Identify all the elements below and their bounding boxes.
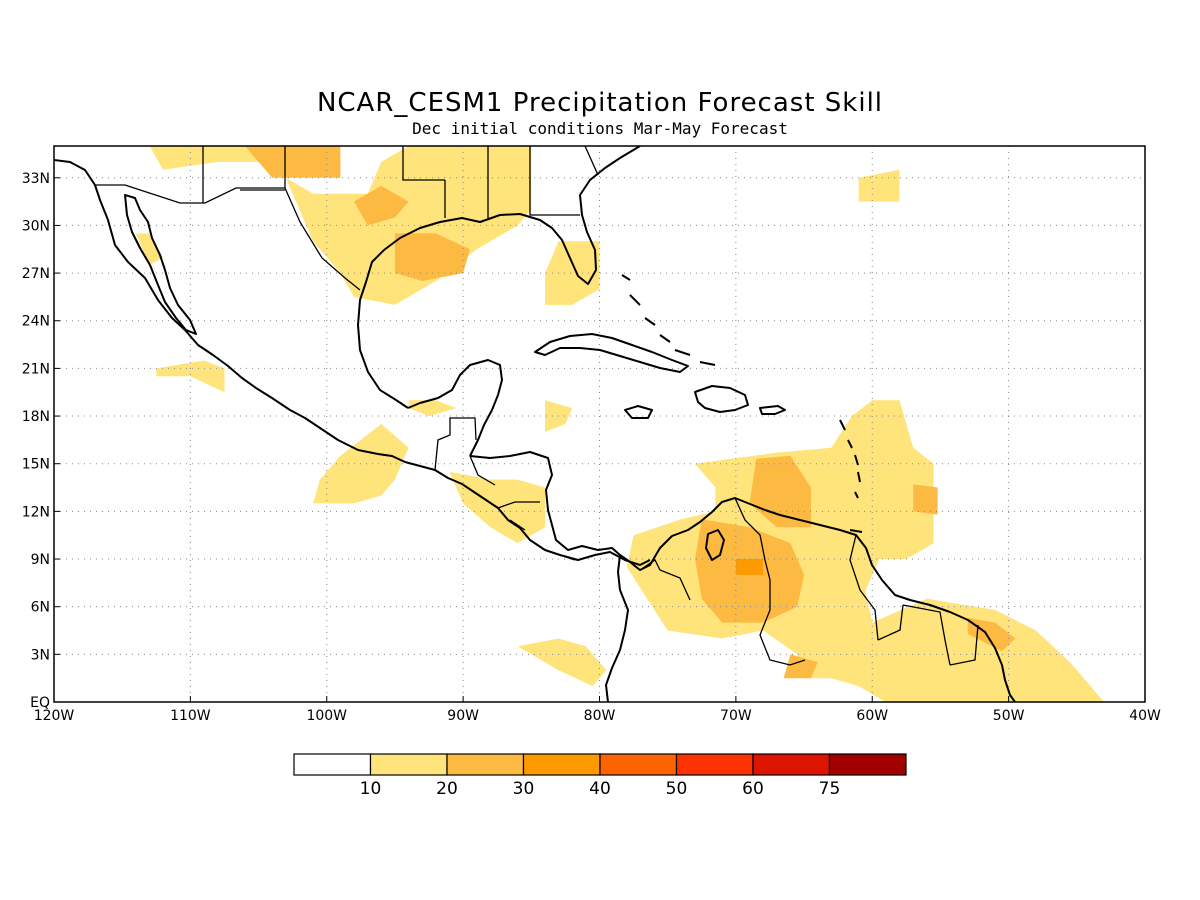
- x-tick-label: 50W: [993, 708, 1025, 724]
- colorbar-swatch: [522, 753, 601, 776]
- border-us-states: [202, 146, 599, 218]
- skill-region-level-1: [156, 360, 225, 393]
- y-tick-label: EQ: [30, 695, 50, 711]
- y-tick-label: 21N: [22, 361, 50, 377]
- skill-shading-layer: [135, 146, 1105, 702]
- colorbar: 10 20 30 40 50 60 75: [293, 753, 907, 799]
- y-tick-label: 6N: [31, 600, 50, 616]
- plot-area: [54, 146, 1145, 702]
- skill-region-level-2: [394, 233, 470, 281]
- x-tick-label: 60W: [856, 708, 888, 724]
- colorbar-swatch: [599, 753, 678, 776]
- chart-subtitle: Dec initial conditions Mar-May Forecast: [412, 119, 788, 138]
- colorbar-label: 75: [819, 779, 841, 799]
- colorbar-label: 40: [589, 779, 611, 799]
- coastline-caribbean-central-america: [469, 451, 621, 556]
- skill-region-level-2: [783, 654, 818, 679]
- y-tick-label: 12N: [22, 504, 50, 520]
- skill-region-level-1: [408, 400, 457, 417]
- colorbar-swatch: [828, 753, 907, 776]
- colorbar-label: 30: [513, 779, 535, 799]
- coastline-baja-california: [124, 194, 197, 335]
- skill-region-level-1: [135, 233, 164, 266]
- x-tick-label: 90W: [447, 708, 479, 724]
- x-tick-label: 100W: [306, 708, 347, 724]
- x-tick-label: 80W: [584, 708, 616, 724]
- colorbar-label: 10: [360, 779, 382, 799]
- skill-region-level-1: [517, 638, 607, 687]
- y-tick-label: 18N: [22, 409, 50, 425]
- x-tick-label: 40W: [1129, 708, 1161, 724]
- y-tick-label: 15N: [22, 457, 50, 473]
- coastline-gulf-of-mexico: [357, 146, 641, 409]
- coastline-jamaica: [624, 405, 653, 419]
- skill-region-level-1: [545, 241, 600, 305]
- y-tick-label: 33N: [22, 171, 50, 187]
- coastline-north-america: [54, 159, 651, 566]
- border-central-america: [434, 417, 576, 561]
- skill-region-level-3: [735, 559, 764, 575]
- colorbar-label: 60: [742, 779, 764, 799]
- skill-region-level-2: [913, 484, 938, 515]
- coastline-lake-maracaibo: [705, 529, 725, 561]
- skill-region-level-1: [858, 169, 900, 202]
- coastline-bahamas: [621, 274, 716, 366]
- skill-region-level-2: [967, 617, 1016, 652]
- y-tick-label: 3N: [31, 647, 50, 663]
- coastline-lesser-antilles: [839, 419, 863, 533]
- skill-region-level-2: [354, 185, 409, 226]
- coastline-yucatan: [407, 359, 503, 457]
- colorbar-swatch: [369, 753, 448, 776]
- colorbar-swatch: [752, 753, 831, 776]
- colorbar-swatch: [293, 753, 372, 776]
- coastline-hispaniola: [694, 385, 749, 413]
- x-tick-label: 120W: [34, 708, 75, 724]
- colorbar-swatch: [675, 753, 754, 776]
- coastline-cuba: [534, 333, 689, 373]
- coastlines: [54, 146, 1016, 702]
- colorbar-label: 20: [436, 779, 458, 799]
- y-tick-label: 30N: [22, 218, 50, 234]
- border-south-america: [639, 497, 979, 666]
- colorbar-label: 50: [666, 779, 688, 799]
- coastline-pacific-south-america: [605, 554, 629, 702]
- x-tick-label: 70W: [720, 708, 752, 724]
- chart-title: NCAR_CESM1 Precipitation Forecast Skill: [317, 88, 883, 118]
- skill-region-level-2: [244, 146, 341, 178]
- y-tick-label: 24N: [22, 314, 50, 330]
- y-tick-label: 9N: [31, 552, 50, 568]
- axis-ticks: 120W 110W 100W 90W 80W 70W 60W 50W 40W EQ 3N 6N 9N 12…: [22, 171, 1161, 724]
- colorbar-swatch: [446, 753, 525, 776]
- coastline-south-america: [619, 497, 1016, 702]
- x-tick-label: 110W: [170, 708, 211, 724]
- y-tick-label: 27N: [22, 266, 50, 282]
- political-borders: [95, 146, 979, 666]
- border-us-mexico: [95, 184, 361, 291]
- coastline-puerto-rico: [759, 405, 786, 415]
